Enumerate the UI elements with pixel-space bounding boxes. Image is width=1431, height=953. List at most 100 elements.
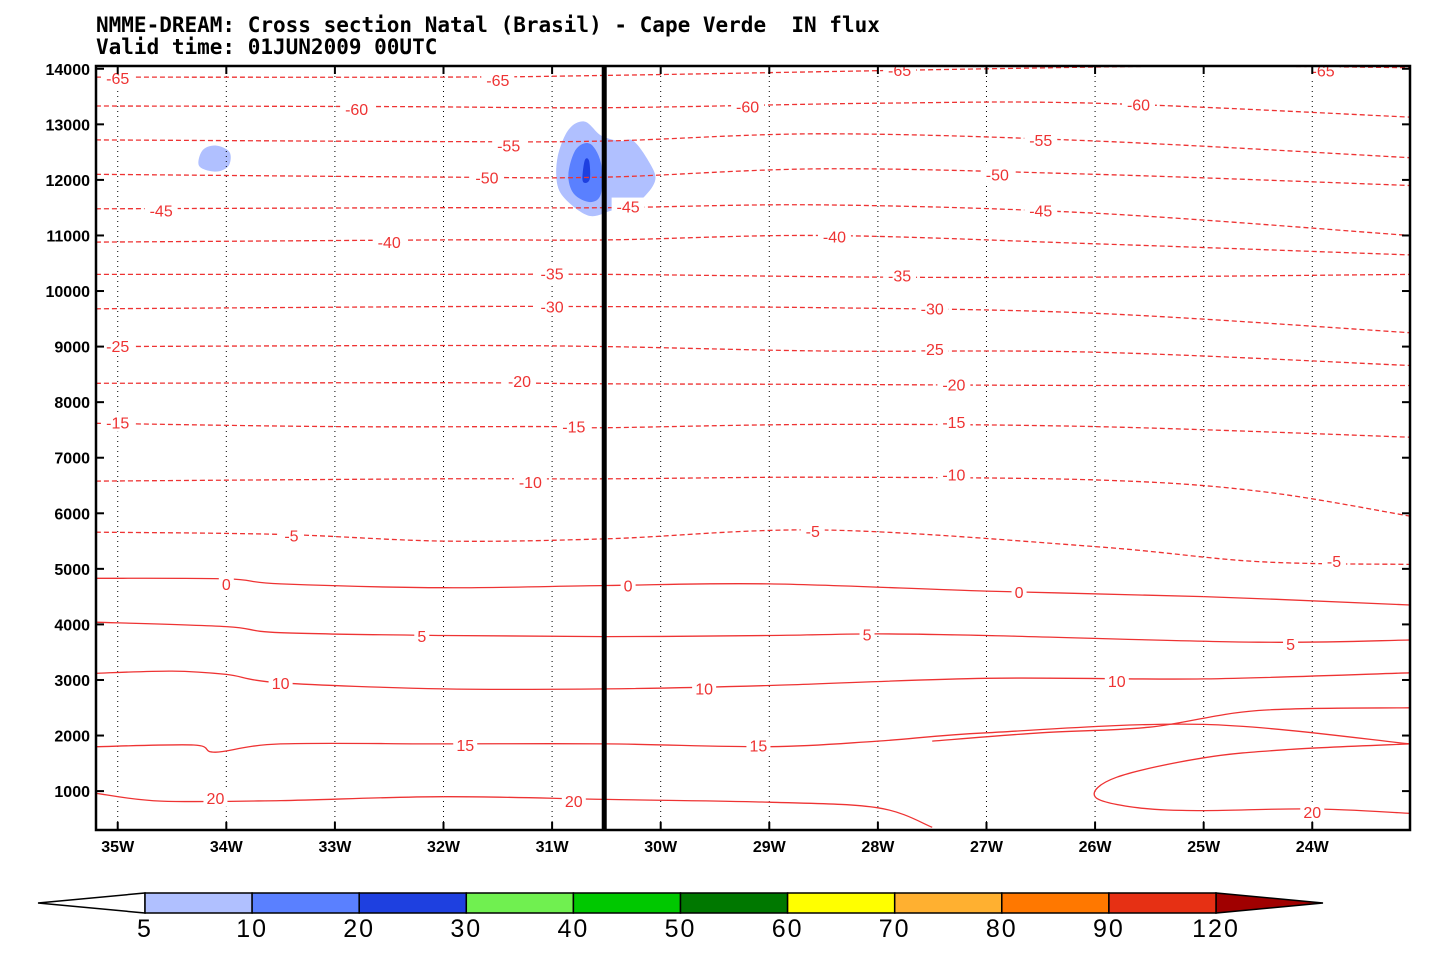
contour-label-bg: [746, 736, 771, 755]
contour-label: -60: [1127, 97, 1150, 114]
colorbar-swatch: [679, 892, 789, 914]
colorbar-swatch: [786, 892, 896, 914]
chart-title: NMME-DREAM: Cross section Natal (Brasil)…: [96, 13, 880, 37]
y-tick-label: 12000: [46, 173, 91, 190]
contour-label: -15: [106, 416, 129, 433]
contour-label-bg: [1104, 672, 1129, 691]
contour-label-bg: [453, 735, 478, 754]
contour-label: 20: [565, 794, 583, 811]
contour-label-bg: [817, 227, 851, 246]
contour-label: 20: [207, 791, 225, 808]
contour-label-bg: [937, 375, 971, 394]
contour-label-bg: [980, 165, 1014, 184]
colorbar-label: 90: [1093, 915, 1125, 943]
contour-label-bg: [611, 197, 645, 216]
contour-label: -15: [562, 420, 585, 437]
contour-label: -20: [508, 374, 531, 391]
colorbar-label: 70: [879, 915, 911, 943]
contour-line: [96, 621, 1410, 643]
contour-label-bg: [340, 99, 374, 118]
contour-label: -65: [106, 71, 129, 88]
contour-label: -10: [942, 467, 965, 484]
contour-label-bg: [1283, 634, 1299, 653]
contour-label: -40: [378, 235, 401, 252]
contour-label-bg: [937, 413, 971, 432]
contour-label-bg: [883, 66, 917, 79]
y-tick-label: 4000: [54, 617, 90, 634]
contour-label-bg: [1321, 552, 1346, 571]
contour-label: -45: [1029, 203, 1052, 220]
contour-line: [1093, 743, 1410, 814]
contour-label-bg: [1011, 583, 1027, 602]
contour-label-bg: [915, 339, 949, 358]
contour-label: -5: [806, 524, 820, 541]
x-tick-label: 32W: [427, 839, 461, 856]
colorbar-swatch: [144, 892, 253, 914]
y-tick-label: 13000: [46, 117, 91, 134]
contour-label-bg: [492, 136, 526, 155]
contour-label: 10: [1108, 674, 1126, 691]
y-tick-label: 8000: [54, 395, 90, 412]
shade-20-30-0: [582, 158, 591, 183]
contour-label: -10: [519, 475, 542, 492]
contour-label: 0: [624, 579, 633, 596]
chart-subtitle: Valid time: 01JUN2009 00UTC: [96, 35, 438, 59]
contour-label: -55: [497, 138, 520, 155]
contour-line: [96, 476, 1410, 517]
contour-line: [96, 273, 1410, 279]
colorbar-label: 50: [665, 915, 697, 943]
contour-label-bg: [731, 97, 765, 116]
contour-line: [96, 529, 1410, 566]
x-tick-label: 26W: [1079, 839, 1113, 856]
contour-label-bg: [101, 337, 135, 356]
contour-label-bg: [620, 576, 636, 595]
contour-label: -35: [541, 266, 564, 283]
contour-label-bg: [1024, 130, 1058, 149]
colorbar-under-arrow: [37, 892, 146, 914]
x-tick-label: 24W: [1296, 839, 1330, 856]
x-tick-label: 34W: [210, 839, 244, 856]
contour-line: [96, 577, 1410, 606]
contour-label: -25: [921, 342, 944, 359]
contour-label: -30: [921, 301, 944, 318]
contour-label: -40: [823, 230, 846, 247]
contour-label: -5: [284, 529, 298, 546]
contour-label-bg: [470, 168, 504, 187]
contour-label-bg: [503, 372, 537, 391]
colorbar-label: 30: [450, 915, 482, 943]
contour-label-bg: [859, 625, 875, 644]
y-tick-label: 11000: [46, 228, 90, 245]
contour-label-bg: [915, 299, 949, 318]
contour-label: -35: [888, 268, 911, 285]
contour-label: -45: [617, 200, 640, 217]
contour-label: 5: [1286, 637, 1295, 654]
contour-line: [96, 66, 1410, 78]
contour-line: [96, 382, 1410, 387]
contour-line: [96, 305, 1410, 334]
contour-label-bg: [481, 70, 515, 89]
x-tick-label: 29W: [753, 839, 787, 856]
contour-label: 10: [695, 681, 713, 698]
contour-label-bg: [561, 792, 586, 811]
colorbar-swatch: [358, 892, 468, 914]
contour-label: -60: [345, 102, 368, 119]
contour-label: 15: [750, 739, 768, 756]
contour-line: [932, 707, 1410, 742]
y-tick-label: 9000: [54, 340, 90, 357]
contour-label: -55: [1029, 133, 1052, 150]
x-tick-label: 25W: [1187, 839, 1221, 856]
colorbar-label: 120: [1192, 915, 1240, 943]
contour-label: -50: [986, 167, 1009, 184]
contour-label: -65: [486, 73, 509, 90]
contour-label-bg: [1024, 201, 1058, 220]
contour-label-bg: [218, 574, 234, 593]
contour-label-bg: [557, 417, 591, 436]
y-tick-label: 14000: [46, 62, 91, 79]
contour-label-bg: [101, 413, 135, 432]
contour-label-bg: [937, 465, 971, 484]
contour-label: 0: [222, 577, 231, 594]
y-tick-label: 5000: [54, 562, 90, 579]
contour-label: -50: [475, 171, 498, 188]
x-tick-label: 30W: [644, 839, 678, 856]
